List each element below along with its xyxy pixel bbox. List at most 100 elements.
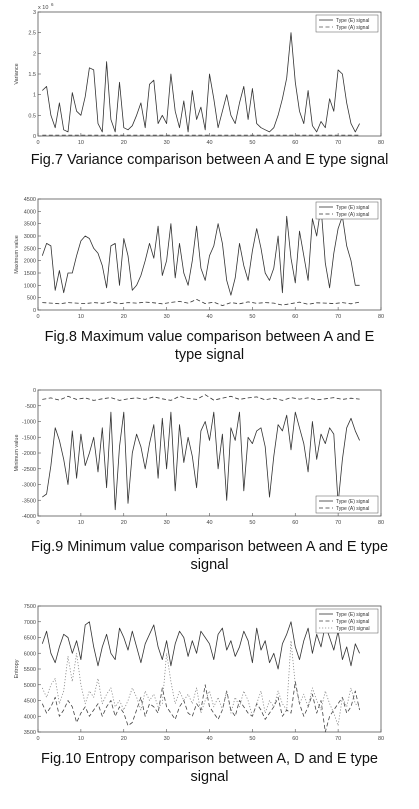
series-line-type-a-signal — [42, 394, 360, 401]
x-tick-label: 70 — [335, 140, 341, 146]
figure-7-panel: 0 10 20 30 40 50 60 70 80 0 0.5 1 1.5 2 2.5 3 Variance x … — [0, 0, 419, 152]
y-tick-label: 0 — [33, 388, 36, 394]
y-tick-label: 0 — [33, 134, 36, 140]
y-tick-label: 6000 — [24, 651, 36, 657]
x-tick-label: 80 — [378, 140, 384, 146]
x-tick-label: 80 — [378, 314, 384, 320]
y-tick-label: 2.5 — [28, 31, 36, 37]
x-tick-label: 70 — [335, 314, 341, 320]
y-tick-label: 6500 — [24, 636, 36, 642]
x-tick-label: 50 — [249, 736, 255, 742]
y-tick-label: -1500 — [22, 435, 36, 441]
y-tick-label: 4000 — [24, 209, 36, 215]
x-tick-label: 60 — [292, 140, 298, 146]
x-tick-label: 30 — [164, 736, 170, 742]
y-tick-label: 4500 — [24, 699, 36, 705]
y-tick-label: 1000 — [24, 283, 36, 289]
figure-9-caption: Fig.9 Minimum value comparison between A… — [30, 539, 389, 573]
y-tick-label: 2 — [33, 51, 36, 57]
x-tick-label: 20 — [121, 140, 127, 146]
y-tick-label: 0 — [33, 308, 36, 314]
axis-exponent-power: 6 — [51, 2, 54, 7]
series-line-type-d-signal — [41, 640, 360, 727]
y-tick-label: 7000 — [24, 620, 36, 626]
series-line-type-e-signal — [42, 411, 360, 511]
legend-entry-label: Type (D) signal — [336, 626, 370, 632]
x-tick-label: 30 — [164, 520, 170, 526]
x-tick-label: 20 — [121, 314, 127, 320]
y-tick-label: -3500 — [22, 498, 36, 504]
legend-entry-label: Type (A) signal — [336, 212, 369, 218]
figure-8-caption: Fig.8 Maximum value comparison between A… — [44, 329, 375, 363]
series-line-type-e-signal — [41, 205, 360, 296]
x-tick-label: 10 — [78, 736, 84, 742]
series-line-type-a-signal — [41, 681, 360, 733]
y-tick-label: -1000 — [22, 420, 36, 426]
minimum-value-chart: 0 10 20 30 40 50 60 70 80 -4000 -3500 -3000 -2500 -20… — [14, 388, 384, 526]
x-tick-label: 50 — [249, 140, 255, 146]
entropy-chart: 0 10 20 30 40 50 60 70 80 3500 4000 4500 5000 5500 600… — [14, 604, 384, 742]
axis-exponent-label: x 10 — [38, 5, 48, 11]
y-tick-label: 1 — [33, 93, 36, 99]
x-tick-label: 40 — [206, 736, 212, 742]
series-line-type-e-signal — [42, 32, 360, 133]
y-tick-label: 3000 — [24, 234, 36, 240]
y-tick-label: 1.5 — [28, 72, 36, 78]
y-tick-label: 4500 — [24, 197, 36, 203]
legend-entry-label: Type (E) signal — [336, 612, 369, 618]
y-tick-label: 5500 — [24, 667, 36, 673]
x-tick-label: 40 — [206, 140, 212, 146]
y-tick-label: 5000 — [24, 683, 36, 689]
legend-box — [315, 495, 379, 514]
x-tick-label: 0 — [36, 314, 39, 320]
y-axis-label: Entropy — [14, 659, 20, 678]
legend-entry-label: Type (E) signal — [336, 205, 369, 211]
x-tick-label: 0 — [36, 736, 39, 742]
x-tick-label: 10 — [78, 520, 84, 526]
x-tick-label: 50 — [249, 314, 255, 320]
y-tick-label: 4000 — [24, 714, 36, 720]
x-tick-label: 20 — [121, 520, 127, 526]
y-tick-label: 500 — [27, 296, 36, 302]
legend-entry-label: Type (E) signal — [336, 18, 369, 24]
x-tick-label: 40 — [206, 314, 212, 320]
y-axis-label: Variance — [14, 63, 20, 84]
y-tick-label: -500 — [25, 404, 36, 410]
x-tick-label: 60 — [292, 736, 298, 742]
x-tick-label: 10 — [78, 314, 84, 320]
x-tick-label: 70 — [335, 736, 341, 742]
x-tick-label: 40 — [206, 520, 212, 526]
variance-chart: 0 10 20 30 40 50 60 70 80 0 0.5 1 1.5 2 2.5 3 Variance x … — [14, 2, 384, 146]
x-tick-label: 20 — [121, 736, 127, 742]
y-tick-label: 3 — [33, 10, 36, 16]
legend-entry-label: Type (A) signal — [336, 25, 369, 31]
series-line-type-a-signal — [42, 299, 360, 306]
legend-entry-label: Type (A) signal — [336, 506, 369, 512]
x-tick-label: 0 — [36, 140, 39, 146]
x-tick-label: 30 — [164, 140, 170, 146]
y-tick-label: -4000 — [22, 514, 36, 520]
figure-9-panel: 0 10 20 30 40 50 60 70 80 -4000 -3500 -3000 -2500 -20… — [0, 384, 419, 534]
y-tick-label: -2500 — [22, 467, 36, 473]
y-tick-label: 2500 — [24, 246, 36, 252]
x-tick-label: 80 — [378, 736, 384, 742]
x-tick-label: 60 — [292, 520, 298, 526]
plot-area — [37, 389, 382, 517]
y-tick-label: 3500 — [24, 222, 36, 228]
legend-entry-label: Type (A) signal — [336, 619, 369, 625]
y-tick-label: 0.5 — [28, 113, 36, 119]
x-tick-label: 10 — [78, 140, 84, 146]
y-tick-label: -3000 — [22, 483, 36, 489]
x-tick-label: 70 — [335, 520, 341, 526]
x-tick-label: 60 — [292, 314, 298, 320]
legend-box — [315, 14, 379, 33]
y-axis-label: Maximum value — [14, 235, 20, 274]
x-tick-label: 80 — [378, 520, 384, 526]
maximum-value-chart: 0 10 20 30 40 50 60 70 80 0 500 1000 1500 2000 2500 300… — [14, 197, 384, 320]
figure-10-panel: 0 10 20 30 40 50 60 70 80 3500 4000 4500 5000 5500 600… — [0, 598, 419, 748]
x-tick-label: 30 — [164, 314, 170, 320]
series-line-type-e-signal — [41, 621, 360, 670]
